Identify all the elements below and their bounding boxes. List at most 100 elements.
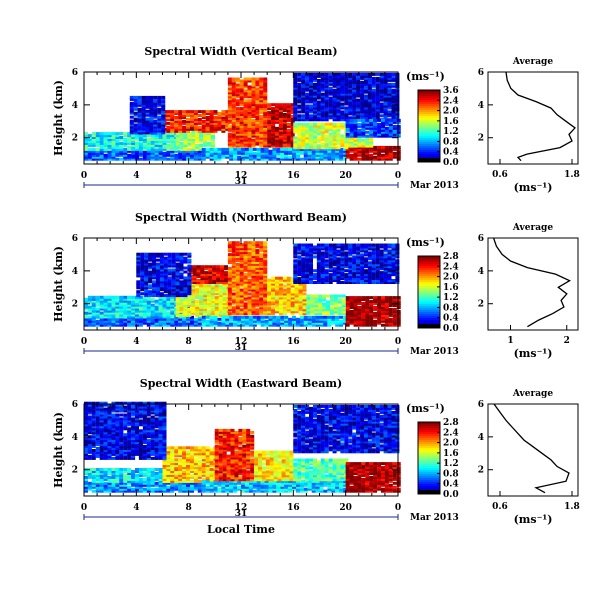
heat-cell xyxy=(319,321,324,325)
heat-cell xyxy=(99,132,104,136)
heat-cell xyxy=(187,141,192,145)
heat-cell xyxy=(140,274,145,278)
heat-cell xyxy=(333,296,338,300)
heat-cell xyxy=(187,286,192,290)
heat-cell xyxy=(243,120,248,124)
heat-cell xyxy=(259,245,264,249)
heat-cell xyxy=(171,288,176,292)
heat-cell xyxy=(150,315,155,319)
heat-cell xyxy=(364,112,368,116)
heat-cell xyxy=(345,126,350,130)
heat-cell xyxy=(352,92,357,96)
heat-cell xyxy=(158,153,163,157)
heat-cell xyxy=(336,136,341,140)
heat-cell xyxy=(239,138,244,142)
heat-cell xyxy=(336,146,341,150)
heat-cell xyxy=(161,105,166,109)
heat-cell xyxy=(212,275,217,279)
heat-cell xyxy=(146,149,151,153)
colorbar-step xyxy=(418,118,440,121)
heat-cell xyxy=(286,304,291,308)
heat-cell xyxy=(278,120,283,124)
heat-cell xyxy=(127,309,132,313)
heat-cell xyxy=(158,299,163,303)
heat-cell xyxy=(290,117,295,120)
heat-cell xyxy=(335,321,340,325)
heat-cell xyxy=(259,306,264,310)
heat-cell xyxy=(129,111,134,115)
heat-cell xyxy=(275,111,279,115)
heat-cell xyxy=(183,145,188,149)
heat-cell xyxy=(218,284,223,288)
heat-cell xyxy=(136,292,141,296)
heat-cell xyxy=(327,149,332,153)
heat-cell xyxy=(340,116,345,120)
heat-cell xyxy=(328,281,333,284)
heat-cell xyxy=(320,275,325,279)
heat-cell xyxy=(103,295,108,299)
heat-cell xyxy=(216,281,221,284)
heat-cell xyxy=(153,109,158,113)
heat-cell xyxy=(111,147,116,151)
heat-cell xyxy=(244,151,249,155)
heat-cell xyxy=(278,128,283,132)
heat-cell xyxy=(369,317,374,321)
heat-cell xyxy=(99,297,104,301)
heat-cell xyxy=(247,130,252,134)
heat-cell xyxy=(99,153,104,157)
heat-cell xyxy=(306,300,311,304)
heat-cell xyxy=(227,79,232,83)
heat-cell xyxy=(309,82,313,86)
heat-cell xyxy=(377,122,382,126)
heat-cell xyxy=(381,149,385,153)
heat-cell xyxy=(345,304,350,307)
heat-cell xyxy=(142,303,147,307)
heat-cell xyxy=(207,288,211,292)
heat-cell xyxy=(178,129,183,133)
heat-cell xyxy=(99,311,104,315)
heat-cell xyxy=(296,147,300,151)
heat-cell xyxy=(226,313,231,317)
heat-cell xyxy=(243,276,248,280)
heat-cell xyxy=(361,313,366,317)
heat-cell xyxy=(203,132,208,136)
heat-cell xyxy=(357,302,362,305)
heat-cell xyxy=(84,321,88,325)
heat-cell xyxy=(290,278,295,282)
heat-cell xyxy=(243,93,248,97)
heat-cell xyxy=(200,271,205,275)
heat-cell xyxy=(115,157,120,161)
heat-cell xyxy=(227,286,232,290)
heat-cell xyxy=(336,124,341,128)
heat-cell xyxy=(221,151,226,155)
heat-cell xyxy=(256,155,261,159)
heat-cell xyxy=(142,321,147,325)
heat-cell xyxy=(293,130,298,134)
heat-cell xyxy=(327,315,332,319)
heat-cell xyxy=(99,295,104,299)
heat-cell xyxy=(381,132,385,136)
heat-cell xyxy=(395,104,400,108)
heat-cell xyxy=(367,88,372,92)
heat-cell xyxy=(282,284,287,288)
heat-cell xyxy=(241,321,245,325)
heat-cell xyxy=(218,302,223,305)
heat-cell xyxy=(251,262,256,266)
heat-cell xyxy=(286,290,291,294)
heat-cell xyxy=(307,323,312,327)
heat-cell xyxy=(356,273,361,277)
heat-cell xyxy=(84,319,88,323)
heat-cell xyxy=(95,141,100,145)
heat-cell xyxy=(183,266,188,270)
heat-cell xyxy=(360,259,365,263)
heat-cell xyxy=(345,120,350,124)
heat-cell xyxy=(369,313,374,317)
heat-cell xyxy=(224,277,228,281)
heat-cell xyxy=(195,134,200,138)
heat-cell xyxy=(375,116,380,120)
heat-cell xyxy=(195,284,200,288)
heat-cell xyxy=(255,259,260,262)
heat-cell xyxy=(175,280,180,284)
heat-cell xyxy=(311,321,316,325)
heat-cell xyxy=(213,119,218,123)
